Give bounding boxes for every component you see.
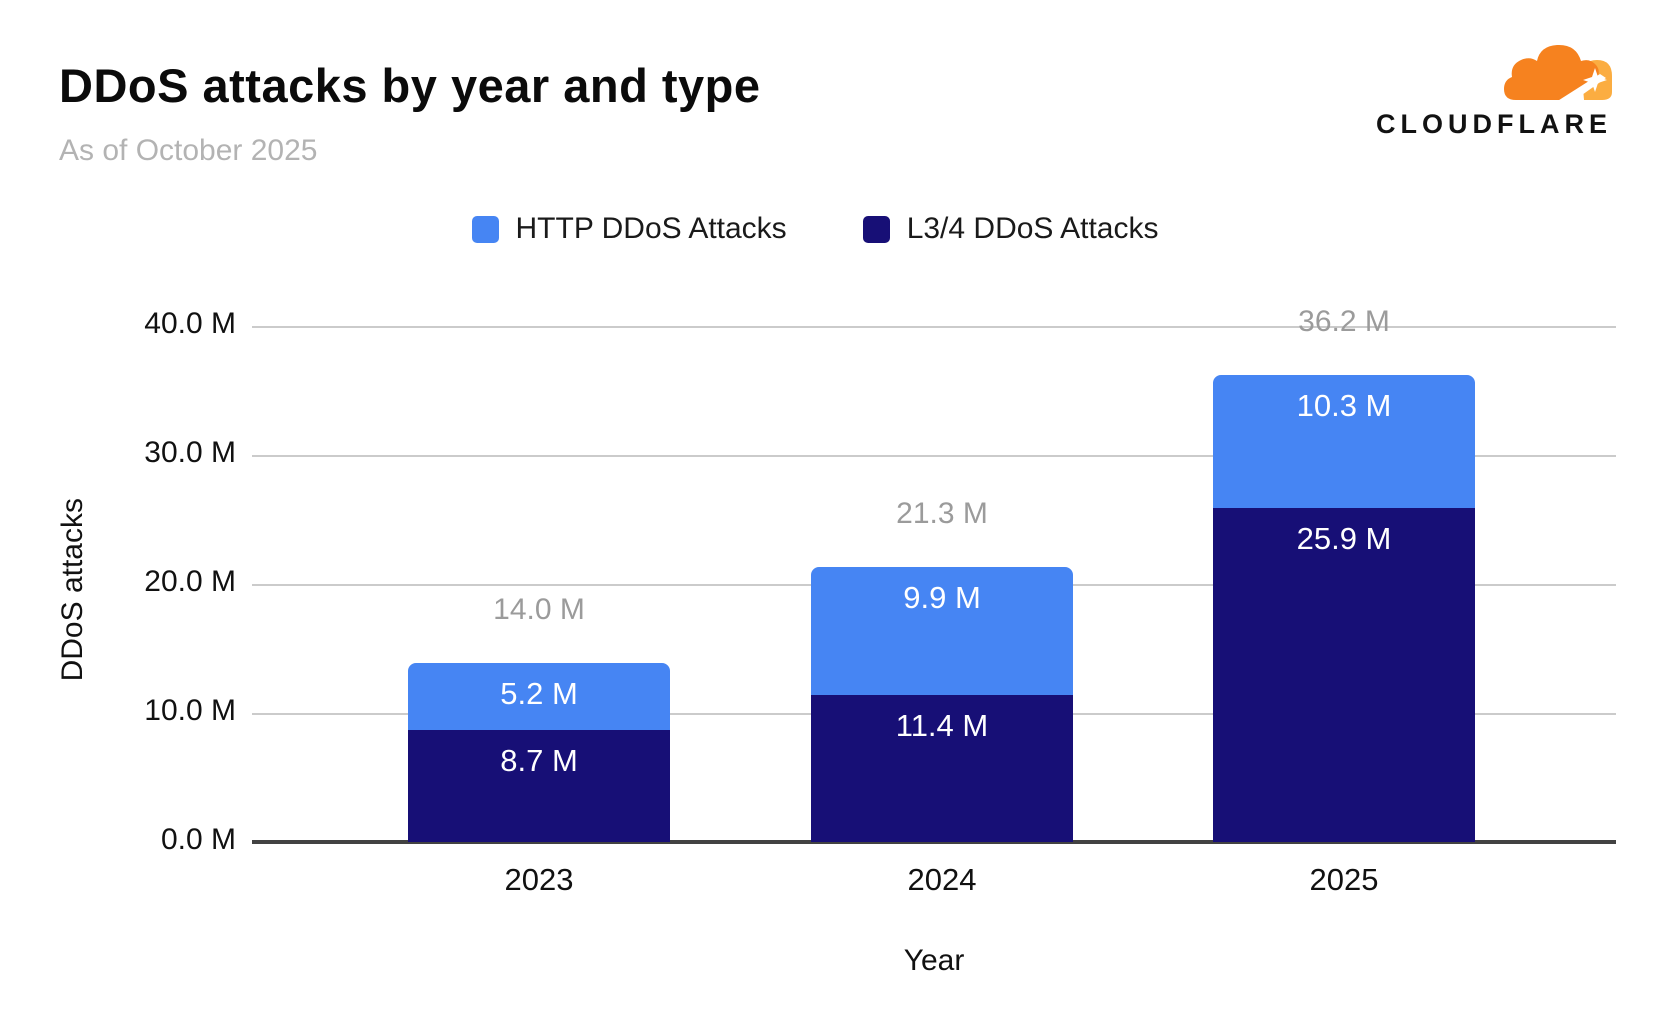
legend-label-l34: L3/4 DDoS Attacks xyxy=(906,212,1159,245)
cloudflare-logo: CLOUDFLARE xyxy=(1376,36,1624,140)
bar-segment-http-2023: 5.2 M xyxy=(408,662,670,730)
bar-value-label: 9.9 M xyxy=(903,580,981,616)
bar-segment-http-2024: 9.9 M xyxy=(811,567,1073,695)
y-axis-tick-label: 20.0 M xyxy=(144,565,236,598)
x-axis-line xyxy=(252,840,1616,844)
legend-swatch-http xyxy=(471,215,499,243)
bar-segment-l34-2024: 11.4 M xyxy=(811,694,1073,842)
bar-2024: 9.9 M 11.4 M xyxy=(811,567,1073,842)
y-axis-title: DDoS attacks xyxy=(56,498,89,682)
cloudflare-wordmark: CLOUDFLARE xyxy=(1376,109,1612,139)
bar-segment-http-2025: 10.3 M xyxy=(1213,375,1475,508)
page-subtitle: As of October 2025 xyxy=(59,134,318,167)
total-label-2023: 14.0 M xyxy=(493,592,585,626)
plot-area: 0.0 M 10.0 M 20.0 M 30.0 M 40.0 M 5.2 M 8… xyxy=(144,305,1616,977)
x-axis-tick-label: 2023 xyxy=(504,862,574,897)
bar-segment-l34-2023: 8.7 M xyxy=(408,729,670,842)
legend-item-l34: L3/4 DDoS Attacks xyxy=(862,212,1159,246)
total-label-2025: 36.2 M xyxy=(1298,305,1390,339)
legend-item-http: HTTP DDoS Attacks xyxy=(471,212,787,246)
total-label-2024: 21.3 M xyxy=(896,497,988,531)
bar-value-label: 11.4 M xyxy=(895,707,989,743)
gridline xyxy=(252,455,1616,457)
bar-value-label: 8.7 M xyxy=(500,742,578,778)
x-axis-tick-label: 2025 xyxy=(1309,862,1379,897)
x-axis-tick-label: 2024 xyxy=(907,862,977,897)
bar-2025: 10.3 M 25.9 M xyxy=(1213,375,1475,842)
bar-segment-l34-2025: 25.9 M xyxy=(1213,507,1475,842)
bar-value-label: 5.2 M xyxy=(500,675,578,711)
bar-value-label: 25.9 M xyxy=(1296,520,1392,556)
bar-value-label: 10.3 M xyxy=(1296,388,1392,424)
gridline xyxy=(252,326,1616,328)
y-axis-tick-label: 30.0 M xyxy=(144,436,236,469)
x-axis-title: Year xyxy=(903,944,965,977)
legend-swatch-l34 xyxy=(862,215,890,243)
page-title: DDoS attacks by year and type xyxy=(59,59,761,112)
y-axis-tick-label: 40.0 M xyxy=(144,307,236,340)
chart-legend: HTTP DDoS Attacks L3/4 DDoS Attacks xyxy=(0,212,1630,246)
cloudflare-cloud-icon xyxy=(1504,44,1612,102)
bar-2023: 5.2 M 8.7 M xyxy=(408,662,670,842)
legend-label-http: HTTP DDoS Attacks xyxy=(515,212,787,245)
y-axis-tick-label: 0.0 M xyxy=(160,823,236,856)
y-axis-tick-label: 10.0 M xyxy=(144,694,236,727)
